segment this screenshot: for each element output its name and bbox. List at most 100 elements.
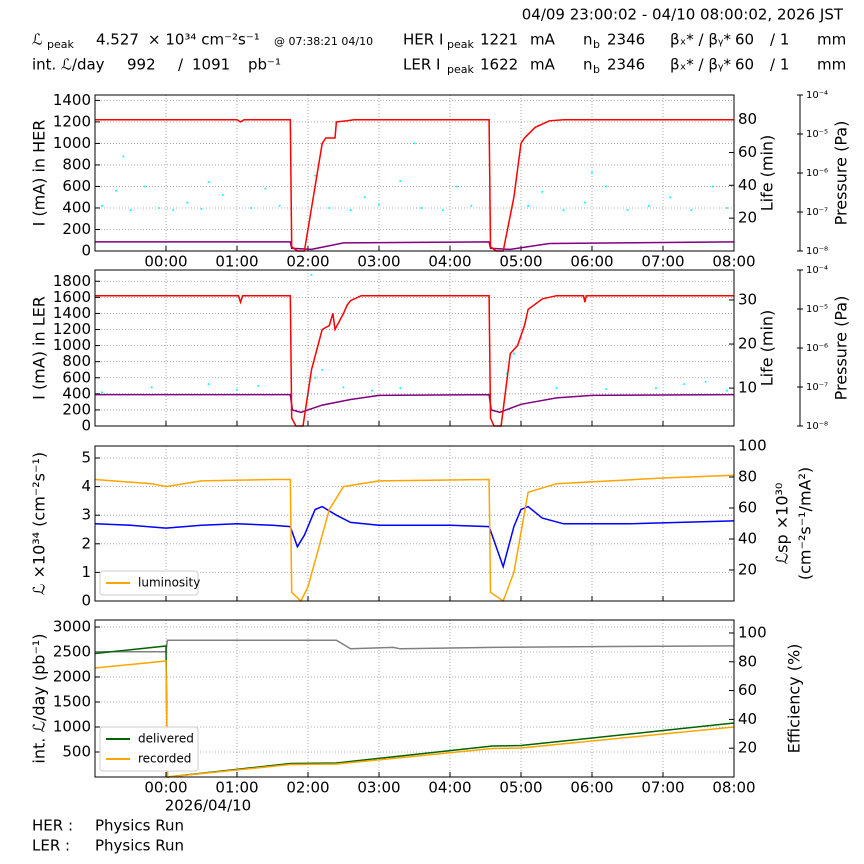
data-line <box>94 505 735 570</box>
y-tick-label: 1000 <box>53 336 91 354</box>
y-tick-label: 3 <box>81 506 91 524</box>
data-point <box>399 180 402 183</box>
data-point <box>342 386 345 389</box>
data-point <box>257 384 260 387</box>
data-point <box>129 209 132 212</box>
x-tick-label: 08:00 <box>712 253 755 271</box>
data-point <box>527 204 530 207</box>
y2-tick-label: 40 <box>738 176 757 194</box>
y-axis-label: ℒ ×10³⁴ (cm⁻²s⁻¹) <box>30 452 49 595</box>
y-tick-label: 200 <box>62 220 91 238</box>
y3-tick-label: 10⁻⁴ <box>806 265 828 276</box>
data-point <box>349 209 352 212</box>
y3-axis-label: Pressure (Pa) <box>832 121 851 226</box>
y-tick-label: 5 <box>81 449 91 467</box>
y-tick-label: 1400 <box>53 304 91 322</box>
y3-tick-label: 10⁻⁵ <box>806 129 828 140</box>
header-field: LER I <box>403 56 440 74</box>
x-tick-label: 02:00 <box>286 779 329 797</box>
data-point <box>626 209 629 212</box>
data-point <box>562 209 565 212</box>
header-field: pb⁻¹ <box>248 56 281 74</box>
y2-tick-label: 20 <box>738 739 757 757</box>
data-point <box>441 209 444 212</box>
x-tick-label: 04:00 <box>428 253 471 271</box>
y-axis-label: I (mA) in LER <box>30 296 49 400</box>
y-tick-label: 1000 <box>53 134 91 152</box>
data-point <box>101 204 104 207</box>
x-tick-label: 08:00 <box>712 779 755 797</box>
header-field: n <box>583 56 593 74</box>
header-field: @ 07:38:21 04/10 <box>274 35 373 48</box>
x-tick-label: 01:00 <box>215 253 258 271</box>
y-tick-label: 400 <box>62 384 91 402</box>
y3-tick-label: 10⁻⁵ <box>806 304 828 315</box>
header-field: 992 <box>127 56 156 74</box>
header-field: HER I <box>403 31 443 49</box>
legend-label: delivered <box>138 732 194 746</box>
y-tick-label: 800 <box>62 155 91 173</box>
y-tick-label: 1000 <box>53 718 91 736</box>
y3-tick-label: 10⁻⁷ <box>806 382 828 393</box>
data-point <box>725 206 728 209</box>
data-line <box>95 294 734 427</box>
data-point <box>321 368 324 371</box>
y2-tick-label: 20 <box>738 209 757 227</box>
y2-axis-label: Life (min) <box>758 135 777 212</box>
x-tick-label: 03:00 <box>357 253 400 271</box>
y3-tick-label: 10⁻⁸ <box>806 246 828 257</box>
y2-tick-label: 60 <box>738 499 757 517</box>
y-tick-label: 600 <box>62 368 91 386</box>
footer-field: Physics Run <box>95 837 184 855</box>
header-field: 2346 <box>607 56 645 74</box>
data-point <box>725 389 728 392</box>
data-point <box>370 389 373 392</box>
y-tick-label: 1 <box>81 563 91 581</box>
y2-tick-label: 10 <box>738 379 757 397</box>
plot-frame <box>94 269 735 427</box>
data-point <box>314 376 317 379</box>
data-point <box>200 208 203 211</box>
data-point <box>186 201 189 204</box>
data-point <box>541 190 544 193</box>
header-field: βₓ* / βᵧ* <box>670 56 731 74</box>
header-field: b <box>593 63 600 76</box>
y2-tick-label: 80 <box>738 468 757 486</box>
header-field: / <box>178 56 184 74</box>
y2-tick-label: 30 <box>738 290 757 308</box>
data-point <box>310 273 313 276</box>
data-point <box>683 383 686 386</box>
data-line <box>95 393 735 414</box>
data-point <box>363 196 366 199</box>
header-field: b <box>593 38 600 51</box>
y-tick-label: 1600 <box>53 288 91 306</box>
data-point <box>328 206 331 209</box>
data-point <box>605 388 608 391</box>
y-tick-label: 2000 <box>53 668 91 686</box>
data-point <box>647 204 650 207</box>
y-tick-label: 200 <box>62 400 91 418</box>
y-tick-label: 4 <box>81 477 91 495</box>
y-tick-label: 1400 <box>53 91 91 109</box>
data-point <box>711 185 714 188</box>
y3-tick-label: 10⁻⁴ <box>806 90 828 101</box>
y-tick-label: 0 <box>81 417 91 435</box>
data-line <box>95 241 735 251</box>
data-point <box>278 204 281 207</box>
footer-field: Physics Run <box>95 817 184 835</box>
legend-label: recorded <box>138 752 191 766</box>
y-tick-label: 800 <box>62 352 91 370</box>
data-point <box>669 196 672 199</box>
header-field: / 1 <box>770 56 789 74</box>
data-point <box>207 383 210 386</box>
y2-tick-label: 60 <box>738 681 757 699</box>
header-field: peak <box>447 63 474 76</box>
plot-frame <box>94 445 735 602</box>
data-point <box>583 201 586 204</box>
y-tick-label: 2500 <box>53 643 91 661</box>
y2-tick-label: 100 <box>738 623 767 641</box>
data-point <box>654 387 657 390</box>
y-tick-label: 3000 <box>53 618 91 636</box>
y2-tick-label: 40 <box>738 710 757 728</box>
